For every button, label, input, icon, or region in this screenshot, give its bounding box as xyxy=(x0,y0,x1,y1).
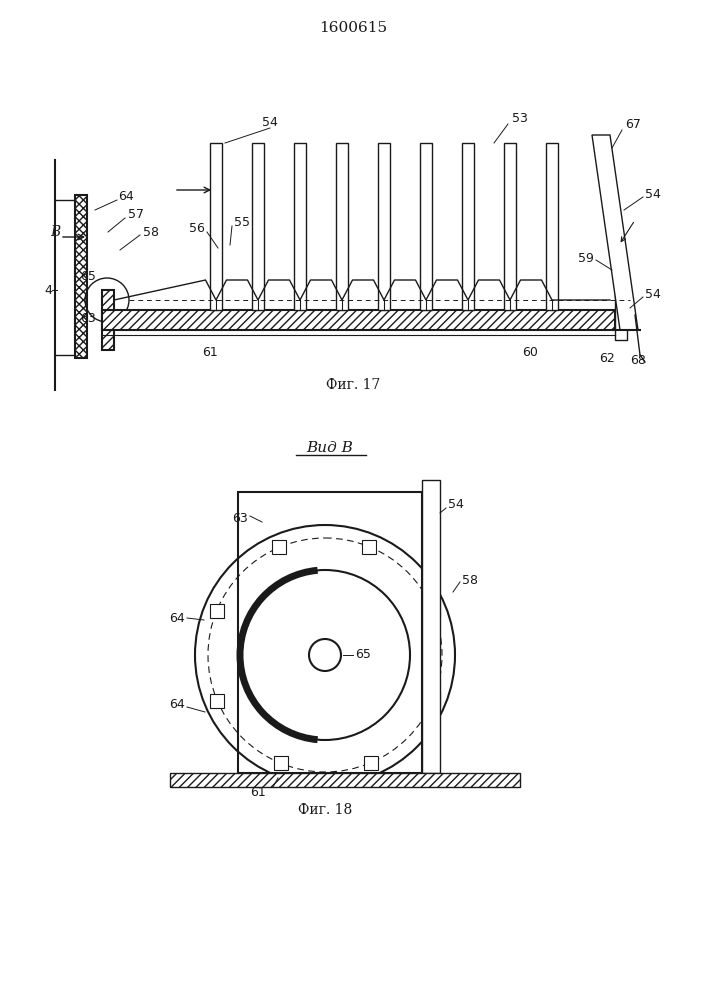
Text: 63: 63 xyxy=(81,312,96,324)
Text: Вид В: Вид В xyxy=(307,441,354,455)
Text: 64: 64 xyxy=(169,698,185,712)
Polygon shape xyxy=(426,602,440,616)
Polygon shape xyxy=(363,756,378,770)
Text: 53: 53 xyxy=(512,111,528,124)
Polygon shape xyxy=(252,143,264,310)
Text: 4: 4 xyxy=(44,284,52,296)
Text: 61: 61 xyxy=(250,786,266,798)
Polygon shape xyxy=(420,143,432,310)
Text: 58: 58 xyxy=(462,574,478,586)
Polygon shape xyxy=(422,480,440,773)
Polygon shape xyxy=(102,310,615,330)
Text: 54: 54 xyxy=(262,115,278,128)
Text: 54: 54 xyxy=(448,498,464,512)
Text: В: В xyxy=(49,225,60,239)
Polygon shape xyxy=(75,195,87,358)
Text: 55: 55 xyxy=(234,216,250,229)
Polygon shape xyxy=(210,143,222,310)
Text: 54: 54 xyxy=(645,288,661,302)
Text: 68: 68 xyxy=(630,355,646,367)
Polygon shape xyxy=(592,135,638,330)
Polygon shape xyxy=(294,143,306,310)
Text: 65: 65 xyxy=(80,269,96,282)
Polygon shape xyxy=(209,604,223,618)
Text: 65: 65 xyxy=(355,648,371,662)
Polygon shape xyxy=(378,143,390,310)
Text: 64: 64 xyxy=(169,611,185,624)
Text: 54: 54 xyxy=(645,188,661,202)
Text: 1600615: 1600615 xyxy=(319,21,387,35)
Polygon shape xyxy=(238,492,422,773)
Polygon shape xyxy=(426,692,440,706)
Text: 58: 58 xyxy=(143,226,159,238)
Text: 62: 62 xyxy=(599,352,615,364)
Polygon shape xyxy=(546,143,558,310)
Text: Фиг. 18: Фиг. 18 xyxy=(298,803,352,817)
Text: 56: 56 xyxy=(189,222,205,234)
Text: 59: 59 xyxy=(578,251,594,264)
Text: 67: 67 xyxy=(625,118,641,131)
Text: 61: 61 xyxy=(202,346,218,359)
Polygon shape xyxy=(615,270,627,340)
Polygon shape xyxy=(462,143,474,310)
Polygon shape xyxy=(336,143,348,310)
Text: 63: 63 xyxy=(233,512,248,524)
Polygon shape xyxy=(504,143,516,310)
Text: 60: 60 xyxy=(522,346,538,359)
Polygon shape xyxy=(210,694,224,708)
Polygon shape xyxy=(274,756,288,770)
Text: Фиг. 17: Фиг. 17 xyxy=(326,378,380,392)
Polygon shape xyxy=(272,540,286,554)
Text: 57: 57 xyxy=(128,209,144,222)
Text: 64: 64 xyxy=(118,190,134,204)
Polygon shape xyxy=(170,773,520,787)
Polygon shape xyxy=(362,540,376,554)
Polygon shape xyxy=(102,290,114,350)
